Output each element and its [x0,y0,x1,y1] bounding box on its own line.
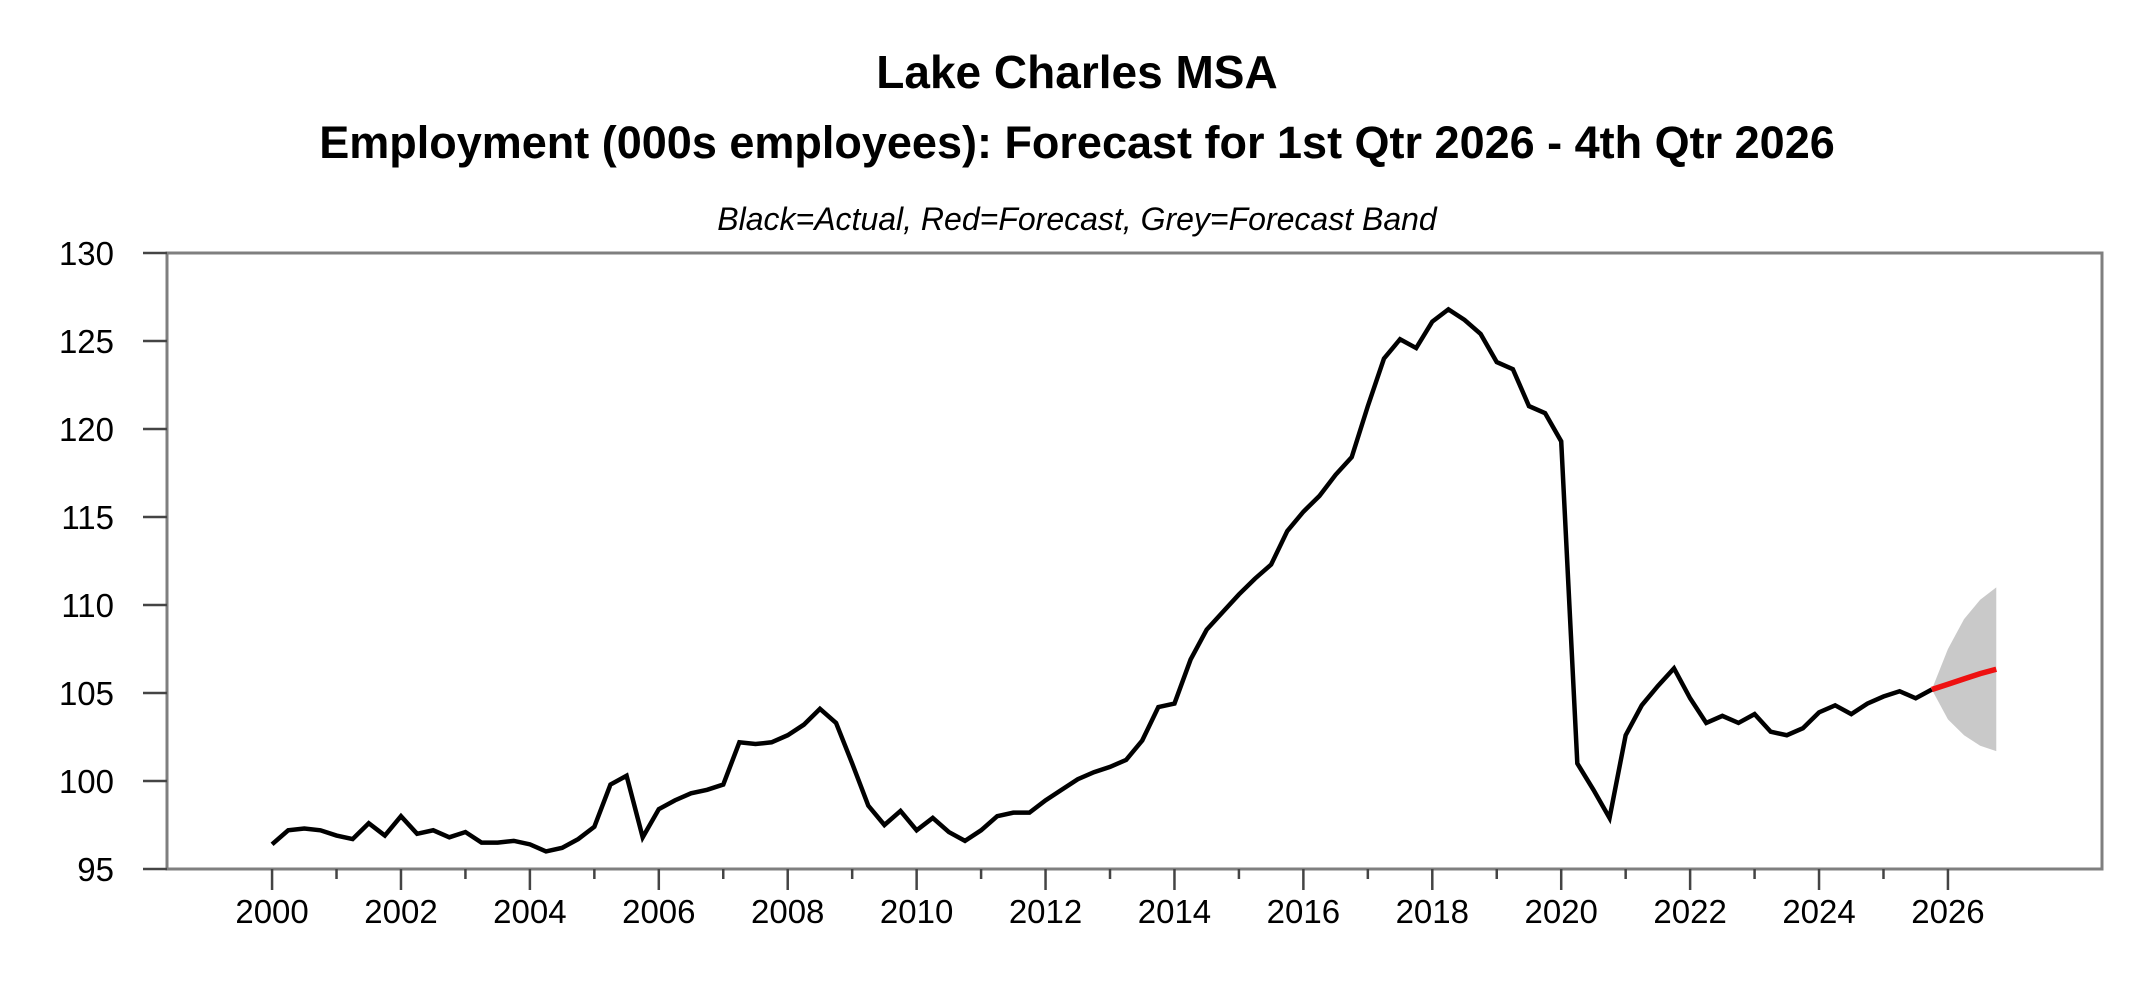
x-tick-label: 2006 [622,893,695,930]
chart-legend-note: Black=Actual, Red=Forecast, Grey=Forecas… [717,201,1438,237]
y-tick-label: 130 [59,235,114,272]
y-tick-label: 115 [61,499,114,536]
y-tick-label: 125 [59,323,114,360]
plot-area: 95 100 105 110 115 120 125 130 2000 2002 2004 2006 2… [59,235,2104,930]
x-tick-label: 2020 [1524,893,1597,930]
y-tick-label: 120 [59,411,114,448]
x-tick-label: 2000 [235,893,308,930]
x-tick-label: 2024 [1782,893,1855,930]
y-tick-label: 105 [59,675,114,712]
forecast-band [1931,587,1997,752]
x-tick-label: 2002 [364,893,437,930]
y-tick-label: 110 [61,587,114,624]
actual-series-line [270,306,1933,854]
x-tick-label: 2022 [1653,893,1726,930]
x-tick-label: 2018 [1396,893,1469,930]
chart-title-line2: Employment (000s employees): Forecast fo… [319,117,1835,168]
x-tick-label: 2016 [1267,893,1340,930]
chart-title-line1: Lake Charles MSA [876,46,1277,98]
forecast-series-line [1930,666,1998,693]
x-tick-label: 2026 [1911,893,1984,930]
y-tick-label: 100 [59,763,114,800]
plot-frame [165,251,2104,871]
x-tick-label: 2008 [751,893,824,930]
x-tick-label: 2012 [1009,893,1082,930]
x-tick-label: 2004 [493,893,566,930]
x-tick-label: 2014 [1138,893,1211,930]
x-tick-label: 2010 [880,893,953,930]
y-tick-label: 95 [77,851,114,888]
